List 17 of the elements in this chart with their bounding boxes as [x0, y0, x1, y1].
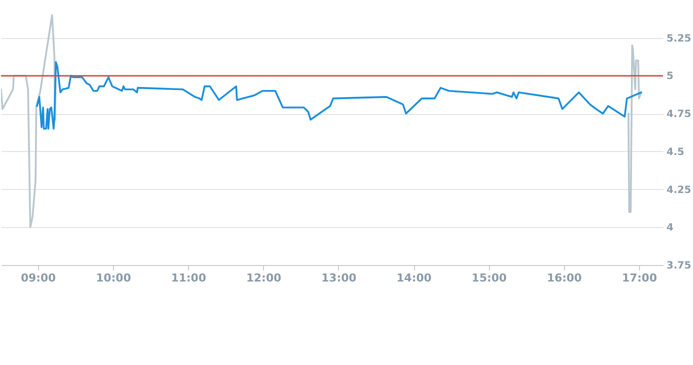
x-tick-label: 14:00: [396, 272, 432, 284]
y-tick-label: 4.5: [666, 146, 684, 158]
y-tick-label: 3.75: [666, 260, 692, 272]
y-tick-label: 4.75: [666, 109, 692, 120]
x-tick-label: 11:00: [171, 272, 206, 284]
x-tick-label: 09:00: [20, 272, 56, 284]
y-tick-label: 4.25: [666, 184, 692, 196]
x-tick-label: 17:00: [622, 272, 658, 284]
x-tick-label: 10:00: [96, 272, 132, 284]
x-tick-label: 12:00: [246, 272, 282, 284]
x-tick-label: 13:00: [321, 272, 357, 284]
y-tick-label: 5.25: [666, 33, 692, 44]
y-tick-label: 4: [666, 222, 674, 234]
x-tick-label: 15:00: [472, 272, 508, 284]
line-series: [36, 61, 642, 130]
x-tick-label: 16:00: [546, 272, 582, 284]
y-tick-label: 5: [666, 71, 674, 82]
